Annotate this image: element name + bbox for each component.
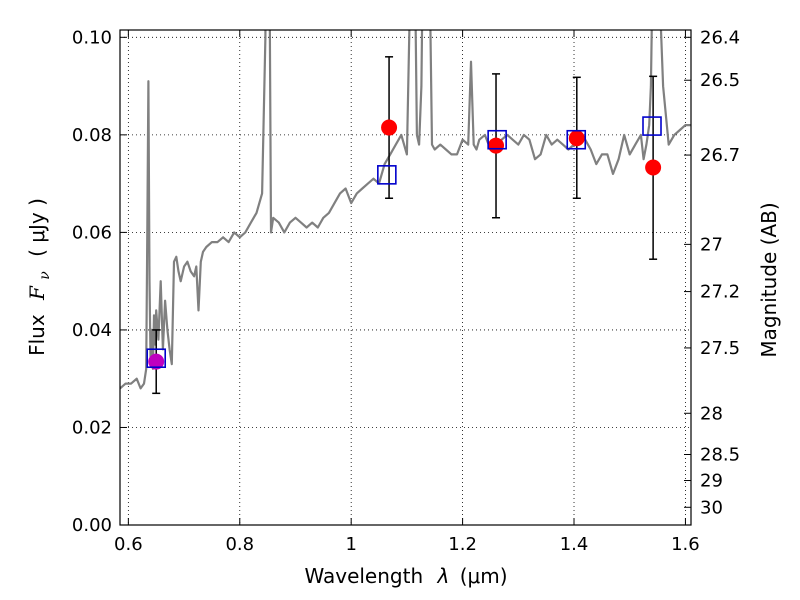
y-tick-labels: 0.00 0.02 0.04 0.06 0.08 0.10	[72, 27, 112, 536]
magnitude-tick-label: 26.7	[700, 145, 740, 166]
model-spectrum-layer	[120, 30, 691, 390]
model-photometry-square	[566, 129, 587, 150]
x-tick-label: 0.6	[114, 534, 143, 555]
y-axis-label: Flux F ν ( μJy )	[25, 198, 54, 356]
y-tick-label: 0.00	[72, 515, 112, 536]
observed-point	[645, 159, 662, 176]
x-axis-label: Wavelength λ (μm)	[304, 564, 507, 588]
y-tick-label: 0.06	[72, 222, 112, 243]
y-tick-label: 0.10	[72, 27, 112, 48]
plot-frame	[119, 29, 692, 526]
y-axis-label-subscript: ν	[37, 271, 53, 280]
x-tick-label: 0.8	[225, 534, 254, 555]
model-photometry-square	[487, 129, 507, 150]
observed-point	[488, 137, 505, 154]
magnitude-tick-label: 27.2	[700, 282, 740, 303]
model-photometry-square	[377, 165, 397, 185]
y-axis-label-prefix: Flux	[25, 314, 49, 356]
y-tick-label: 0.02	[72, 417, 112, 438]
x-axis-label-unit: (μm)	[460, 564, 508, 588]
y-tick-label: 0.04	[72, 320, 112, 341]
observed-point	[148, 353, 165, 370]
magnitude-tick-label: 28.5	[700, 445, 740, 466]
magnitude-tick-label: 28	[700, 403, 723, 424]
model-spectrum-line	[120, 30, 691, 390]
magnitude-tick-label: 29	[700, 471, 723, 492]
magnitude-tick-labels: 26.4 26.5 26.7 27 27.2 27.5 28 28.5 29 30	[700, 27, 740, 518]
x-tick-label: 1.4	[560, 534, 589, 555]
magnitude-tick-label: 30	[700, 497, 723, 518]
magnitude-tick-label: 27	[700, 234, 723, 255]
y-axis-label-symbol: F	[25, 285, 49, 301]
y-axis-label-unit: ( μJy )	[25, 198, 49, 257]
axis-ticks	[120, 30, 691, 526]
x-tick-labels: 0.6 0.8 1 1.2 1.4 1.6	[114, 534, 700, 555]
x-axis-label-symbol: λ	[437, 564, 450, 588]
magnitude-tick-label: 26.5	[700, 70, 740, 91]
model-photometry-square	[146, 348, 167, 369]
x-axis-label-prefix: Wavelength	[304, 564, 423, 588]
magnitude-tick-label: 26.4	[700, 27, 740, 48]
observed-point	[568, 130, 585, 147]
model-photometry-squares	[146, 116, 662, 369]
x-tick-label: 1.6	[671, 534, 700, 555]
x-tick-label: 1	[345, 534, 356, 555]
magnitude-axis-label: Magnitude (AB)	[757, 202, 781, 357]
observed-points	[148, 119, 662, 370]
y-tick-label: 0.08	[72, 125, 112, 146]
model-photometry-square	[642, 116, 662, 136]
error-bars	[152, 56, 658, 395]
magnitude-tick-label: 27.5	[700, 338, 740, 359]
x-tick-label: 1.2	[448, 534, 477, 555]
observed-point	[381, 119, 398, 136]
grid	[120, 30, 691, 526]
